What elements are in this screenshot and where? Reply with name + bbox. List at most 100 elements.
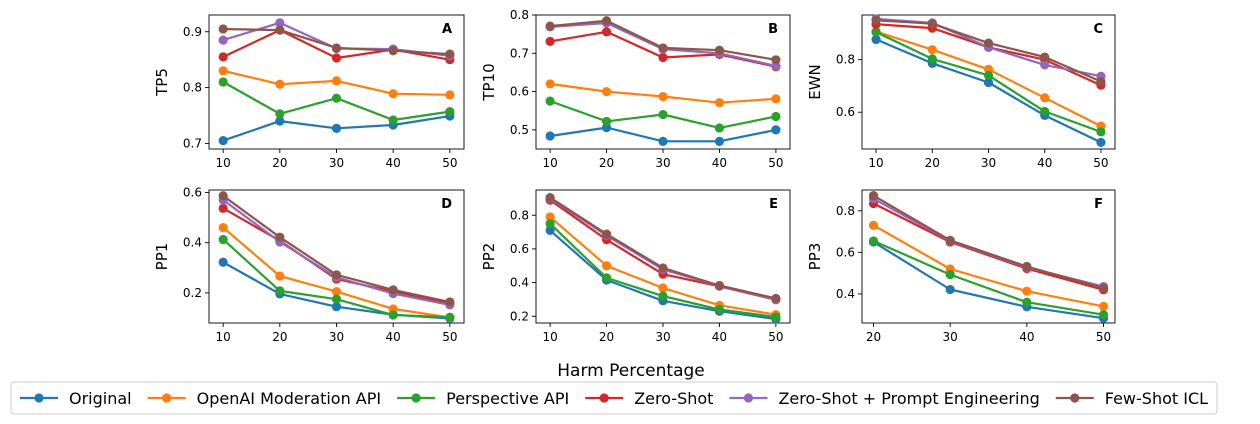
data-point <box>601 27 612 37</box>
series-perspective-api <box>545 96 781 133</box>
y-tick-label: 0.4 <box>836 287 855 301</box>
panel-b-letter: B <box>768 22 778 37</box>
data-point <box>388 89 398 99</box>
x-tick-label: 40 <box>386 156 401 170</box>
x-tick-label: 20 <box>272 156 287 170</box>
data-point <box>445 312 455 322</box>
data-point <box>218 77 228 87</box>
x-tick-label: 50 <box>768 330 783 344</box>
x-tick-label: 20 <box>599 330 614 344</box>
legend-label: Zero-Shot <box>634 389 713 408</box>
panel-a-ylabel: TP5 <box>153 68 171 97</box>
data-point <box>601 229 612 239</box>
data-point <box>601 261 612 271</box>
data-point <box>331 123 342 133</box>
y-tick-label: 0.8 <box>836 53 855 67</box>
series-few-shot-icl <box>218 24 455 59</box>
panel-e-ylabel: PP2 <box>480 243 498 271</box>
data-point <box>868 236 879 246</box>
data-point <box>714 136 725 146</box>
data-point <box>1022 286 1032 296</box>
series-few-shot-icl <box>545 16 781 65</box>
data-point <box>1022 261 1032 272</box>
data-point <box>218 35 228 45</box>
series-perspective-api <box>545 219 781 322</box>
data-point <box>601 273 612 283</box>
data-point <box>218 203 228 213</box>
data-point <box>714 45 725 55</box>
data-point <box>601 116 612 127</box>
x-tick-label: 20 <box>925 156 940 170</box>
data-point <box>945 269 955 280</box>
x-tick-label: 40 <box>1037 156 1052 170</box>
data-point <box>771 55 781 65</box>
x-tick-label: 40 <box>712 330 727 344</box>
y-tick-label: 0.5 <box>510 123 529 137</box>
data-point <box>714 123 725 133</box>
data-point <box>445 297 455 307</box>
x-tick-label: 10 <box>216 330 231 344</box>
data-point <box>771 125 781 135</box>
y-tick-label: 0.8 <box>183 81 202 95</box>
x-tick-label: 20 <box>272 330 287 344</box>
data-point <box>1098 301 1109 311</box>
data-point <box>1040 60 1050 70</box>
data-point <box>445 90 455 100</box>
series-original <box>545 122 781 146</box>
y-tick-label: 0.6 <box>510 242 529 256</box>
data-point <box>927 45 937 55</box>
data-point <box>771 312 781 322</box>
data-point <box>714 98 725 108</box>
panel-c-letter: C <box>1093 22 1103 37</box>
panel-c-ylabel: EWN <box>806 64 824 100</box>
data-point <box>331 43 342 53</box>
data-point <box>658 291 668 301</box>
panel-c: 10 20 30 40 50 0.6 0.8 EWN C <box>806 14 1116 170</box>
data-point <box>658 52 668 63</box>
x-tick-label: 40 <box>712 156 727 170</box>
y-tick-label: 0.9 <box>183 25 202 39</box>
data-point <box>545 96 555 106</box>
y-tick-label: 0.7 <box>183 136 202 150</box>
data-point <box>771 94 781 104</box>
data-point <box>945 235 955 245</box>
x-tick-label: 30 <box>329 330 344 344</box>
y-tick-label: 0.7 <box>510 46 529 60</box>
data-point <box>545 225 555 236</box>
series-perspective-api <box>218 234 455 322</box>
data-point <box>601 86 612 97</box>
x-tick-label: 50 <box>768 156 783 170</box>
panel-f-frame <box>861 189 1116 324</box>
data-point <box>388 310 398 320</box>
data-point <box>868 191 879 201</box>
panel-f-letter: F <box>1094 197 1103 212</box>
data-point <box>771 111 781 122</box>
data-point <box>218 191 228 201</box>
panel-a-letter: A <box>442 22 452 37</box>
data-point <box>1096 76 1106 87</box>
legend-item: Zero-Shot <box>585 389 713 408</box>
legend-marker <box>1070 393 1080 403</box>
x-tick-label: 30 <box>655 156 670 170</box>
x-tick-label: 30 <box>329 156 344 170</box>
series-openai-moderation-api <box>218 66 455 100</box>
series-few-shot-icl <box>868 191 1109 293</box>
data-point <box>545 131 555 141</box>
panel-b-frame <box>535 14 791 150</box>
series-line <box>873 239 1104 316</box>
data-point <box>275 116 285 126</box>
data-point <box>445 49 455 59</box>
panel-e: 10 20 30 40 50 0.2 0.4 0.6 0.8 PP2 E <box>480 189 791 344</box>
series-perspective-api <box>218 77 455 125</box>
x-tick-label: 40 <box>386 330 401 344</box>
x-tick-label: 20 <box>866 330 881 344</box>
series-openai-moderation-api <box>545 79 781 108</box>
series-perspective-api <box>868 236 1109 320</box>
data-point <box>275 286 285 296</box>
data-point <box>218 24 228 34</box>
data-point <box>218 234 228 245</box>
data-point <box>771 293 781 304</box>
data-point <box>983 70 994 81</box>
y-tick-label: 0.8 <box>836 204 855 218</box>
y-tick-label: 0.4 <box>183 236 202 250</box>
